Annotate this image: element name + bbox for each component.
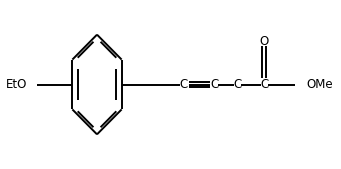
Text: O: O: [260, 35, 269, 48]
Text: OMe: OMe: [306, 78, 332, 91]
Text: C: C: [210, 78, 218, 91]
Text: EtO: EtO: [6, 78, 28, 91]
Text: C: C: [233, 78, 241, 91]
Text: C: C: [180, 78, 188, 91]
Text: C: C: [260, 78, 268, 91]
